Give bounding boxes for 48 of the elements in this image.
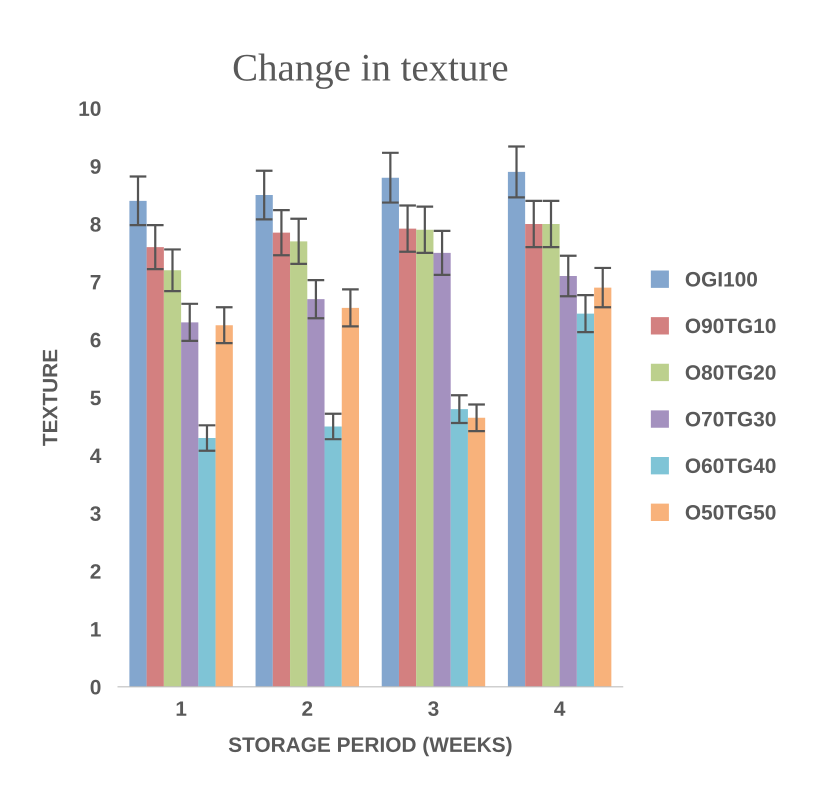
y-tick-label: 2 [90,564,101,579]
bar [416,230,434,687]
legend-label: O60TG40 [686,458,776,474]
bar [576,314,594,687]
bar [508,172,526,687]
bar [198,438,216,687]
bar [256,195,273,687]
x-tick-label: 4 [554,701,566,716]
bar [146,247,164,687]
bar [525,224,542,687]
y-tick-label: 1 [91,622,101,636]
legend-label: O50TG50 [686,504,776,520]
chart-title: Change in texture [234,54,508,89]
bar [324,426,342,687]
legend-label: OGI100 [686,272,757,287]
bar [272,232,290,687]
y-tick-label: 4 [90,448,102,463]
y-tick-label: 9 [90,159,101,174]
y-tick-label: 6 [90,332,101,348]
bar [468,418,486,687]
bar [542,224,560,687]
bar [433,252,451,687]
bar [560,276,577,687]
bar [450,409,468,687]
bar [398,228,416,687]
y-tick-label: 7 [90,275,100,290]
bar [290,241,308,687]
legend-label: O90TG10 [686,318,776,334]
bar [307,299,325,687]
y-tick-label: 10 [80,101,101,116]
y-axis-title: TEXTURE [42,350,58,446]
y-tick-label: 0 [90,680,101,695]
y-tick-label: 3 [90,506,101,522]
bar [129,200,147,687]
bar [594,288,612,687]
legend-label: O80TG20 [686,365,776,380]
legend-label: O70TG30 [686,412,776,427]
bar [181,322,198,687]
y-tick-label: 8 [90,216,101,232]
bar [342,308,360,687]
bar [164,270,182,687]
x-axis-title: STORAGE PERIOD (WEEKS) [228,736,512,756]
x-tick-label: 1 [176,701,186,716]
bar [216,325,233,687]
y-tick-label: 5 [90,390,101,406]
bar [382,178,399,687]
x-tick-label: 3 [428,701,438,716]
x-tick-label: 2 [302,701,312,716]
